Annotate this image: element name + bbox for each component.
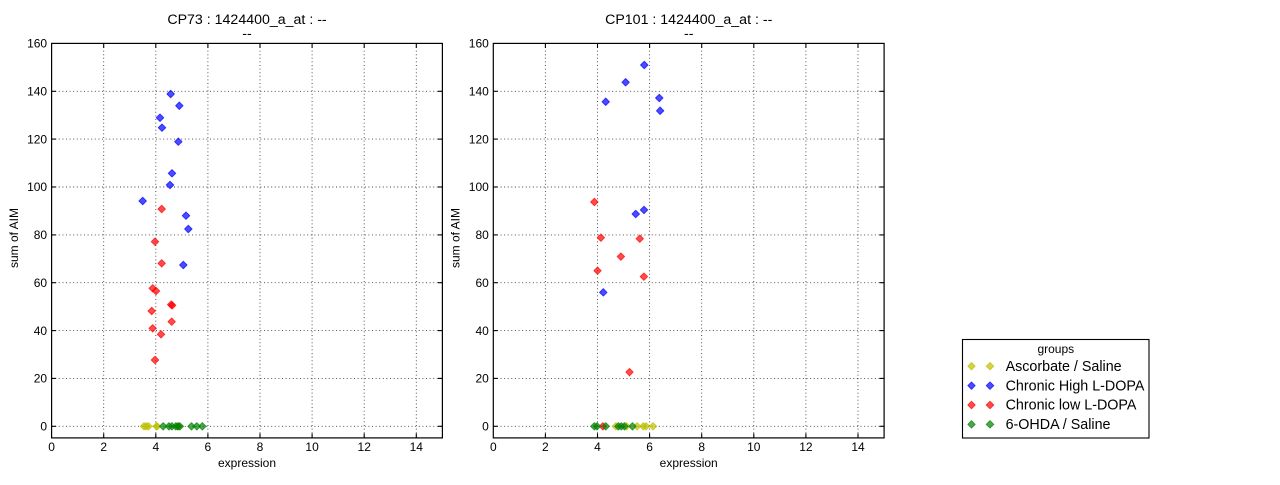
svg-text:14: 14: [851, 440, 865, 454]
svg-text:80: 80: [475, 228, 489, 242]
svg-text:40: 40: [475, 324, 489, 338]
svg-text:60: 60: [475, 276, 489, 290]
svg-text:Chronic High L-DOPA: Chronic High L-DOPA: [1006, 378, 1145, 394]
svg-text:2: 2: [542, 440, 549, 454]
svg-text:sum of AIM: sum of AIM: [449, 208, 463, 268]
svg-text:0: 0: [48, 440, 55, 454]
svg-text:0: 0: [40, 420, 47, 434]
svg-text:CP101 : 1424400_a_at : --: CP101 : 1424400_a_at : --: [605, 12, 772, 28]
svg-text:0: 0: [490, 440, 497, 454]
svg-text:160: 160: [27, 37, 47, 51]
svg-text:10: 10: [305, 440, 319, 454]
svg-text:100: 100: [469, 180, 489, 194]
svg-text:CP73 : 1424400_a_at : --: CP73 : 1424400_a_at : --: [167, 12, 327, 28]
svg-text:8: 8: [257, 440, 264, 454]
svg-text:8: 8: [698, 440, 705, 454]
svg-text:sum of AIM: sum of AIM: [7, 208, 21, 268]
svg-text:Chronic low L-DOPA: Chronic low L-DOPA: [1006, 398, 1137, 414]
svg-text:40: 40: [34, 324, 48, 338]
svg-text:12: 12: [799, 440, 813, 454]
svg-text:160: 160: [469, 37, 489, 51]
svg-text:0: 0: [482, 420, 489, 434]
svg-text:100: 100: [27, 180, 47, 194]
svg-text:140: 140: [27, 85, 47, 99]
svg-text:10: 10: [747, 440, 761, 454]
svg-text:6-OHDA / Saline: 6-OHDA / Saline: [1006, 417, 1111, 433]
svg-text:14: 14: [410, 440, 424, 454]
svg-text:120: 120: [469, 132, 489, 146]
svg-text:--: --: [684, 26, 694, 42]
svg-text:12: 12: [358, 440, 372, 454]
svg-text:expression: expression: [218, 456, 276, 470]
svg-text:20: 20: [475, 372, 489, 386]
svg-text:20: 20: [34, 372, 48, 386]
svg-text:80: 80: [34, 228, 48, 242]
svg-text:120: 120: [27, 132, 47, 146]
svg-text:140: 140: [469, 85, 489, 99]
svg-text:6: 6: [205, 440, 212, 454]
svg-text:2: 2: [100, 440, 107, 454]
svg-text:4: 4: [152, 440, 159, 454]
svg-text:Ascorbate / Saline: Ascorbate / Saline: [1006, 359, 1122, 375]
svg-text:6: 6: [646, 440, 653, 454]
svg-text:4: 4: [594, 440, 601, 454]
svg-text:--: --: [242, 26, 252, 42]
svg-text:groups: groups: [1037, 342, 1074, 356]
svg-text:expression: expression: [660, 456, 718, 470]
svg-text:60: 60: [34, 276, 48, 290]
